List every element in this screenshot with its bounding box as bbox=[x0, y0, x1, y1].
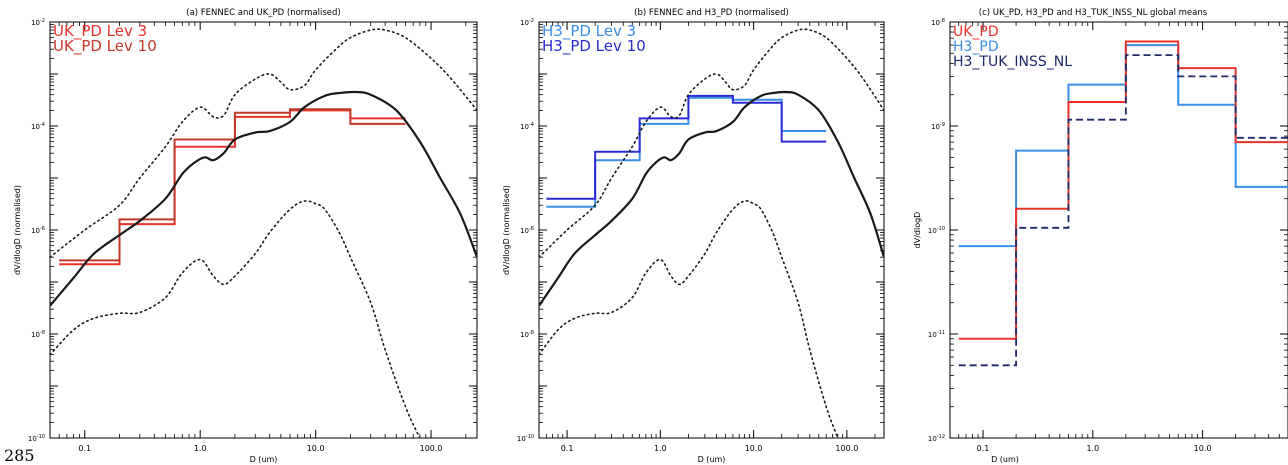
series-step-h3-pd-lev-10 bbox=[546, 94, 827, 200]
x-axis-label: D (um) bbox=[698, 455, 726, 464]
series-step-uk-pd bbox=[958, 40, 1288, 340]
plot-area bbox=[50, 28, 477, 438]
y-tick-label: 10-6 bbox=[31, 226, 45, 235]
x-tick-label: 10.0 bbox=[307, 444, 325, 453]
y-tick-label: 10-4 bbox=[31, 122, 45, 131]
y-tick-label: 10-2 bbox=[31, 18, 45, 27]
plot-area bbox=[958, 40, 1288, 367]
x-tick-label: 100.0 bbox=[835, 444, 858, 453]
y-tick-label: 10-10 bbox=[928, 226, 945, 235]
legend-entry: UK_PD bbox=[953, 24, 999, 40]
y-axis-label: dV/dlogD (normalised) bbox=[502, 185, 511, 275]
x-tick-label: 0.1 bbox=[977, 444, 990, 453]
plot-area bbox=[539, 28, 884, 438]
series-step-h3-pd-lev-3 bbox=[546, 96, 827, 208]
curve-fennec-mean bbox=[539, 90, 884, 307]
x-axis-label: D (um) bbox=[991, 455, 1019, 464]
chart-panel-a: 0.1 1.0 10.0 100.0 10-2 10-4 10-6 10-8 10-10 (a) … bbox=[13, 8, 478, 464]
x-tick-label: 10.0 bbox=[1194, 444, 1212, 453]
legend-entry: UK_PD Lev 3 bbox=[53, 22, 147, 41]
x-tick-label: 1.0 bbox=[194, 444, 207, 453]
legend-entry: H3_TUK_INSS_NL bbox=[953, 54, 1072, 70]
plot-frame bbox=[49, 21, 478, 439]
y-tick-label: 10-9 bbox=[931, 122, 945, 131]
curve-fennec-lower bbox=[539, 200, 839, 438]
x-tick-label: 1.0 bbox=[1086, 444, 1099, 453]
legend-entry: H3_PD Lev 10 bbox=[542, 37, 646, 56]
series-step-uk-pd-lev-10 bbox=[59, 108, 406, 262]
y-tick-label: 10-4 bbox=[520, 122, 534, 131]
y-axis-label: dV/dlogD (normalised) bbox=[13, 185, 22, 275]
y-tick-label: 10-10 bbox=[517, 434, 534, 443]
y-tick-label: 10-8 bbox=[520, 330, 534, 339]
x-tick-label: 0.1 bbox=[78, 444, 91, 453]
series-step-h3-tuk-inss-nl bbox=[958, 54, 1288, 367]
x-axis-label: D (um) bbox=[250, 455, 278, 464]
page-number: 285 bbox=[4, 446, 35, 465]
curve-fennec-lower bbox=[50, 200, 421, 438]
y-tick-label: 10-11 bbox=[928, 330, 945, 339]
legend-entry: UK_PD Lev 10 bbox=[53, 37, 157, 56]
chart-panel-c: 0.1 1.0 10.0 10-8 10-9 10-10 10-11 10-12 (c) UK_… bbox=[913, 8, 1288, 464]
chart-title: (a) FENNEC and UK_PD (normalised) bbox=[186, 8, 340, 18]
legend-entry: H3_PD bbox=[953, 39, 999, 55]
curve-fennec-upper bbox=[50, 28, 477, 258]
y-tick-label: 10-10 bbox=[28, 434, 45, 443]
chart-title: (b) FENNEC and H3_PD (normalised) bbox=[634, 8, 789, 18]
y-tick-label: 10-2 bbox=[520, 18, 534, 27]
y-tick-label: 10-6 bbox=[520, 226, 534, 235]
y-tick-label: 10-12 bbox=[928, 434, 945, 443]
legend-entry: H3_PD Lev 3 bbox=[542, 22, 636, 41]
series-step-h3-pd bbox=[958, 44, 1288, 248]
x-tick-label: 1.0 bbox=[654, 444, 667, 453]
y-tick-label: 10-8 bbox=[931, 18, 945, 27]
curve-fennec-mean bbox=[50, 90, 477, 307]
x-tick-label: 0.1 bbox=[561, 444, 574, 453]
x-tick-label: 10.0 bbox=[745, 444, 763, 453]
chart-title: (c) UK_PD, H3_PD and H3_TUK_INSS_NL glob… bbox=[979, 8, 1208, 18]
y-axis-label: dV/dlogD bbox=[913, 212, 922, 249]
chart-panel-b: 0.1 1.0 10.0 100.0 10-2 10-4 10-6 10-8 10-10 (b) … bbox=[502, 8, 885, 464]
y-tick-label: 10-8 bbox=[31, 330, 45, 339]
x-tick-label: 100.0 bbox=[420, 444, 443, 453]
curve-fennec-upper bbox=[539, 28, 884, 258]
plot-frame bbox=[538, 21, 885, 439]
